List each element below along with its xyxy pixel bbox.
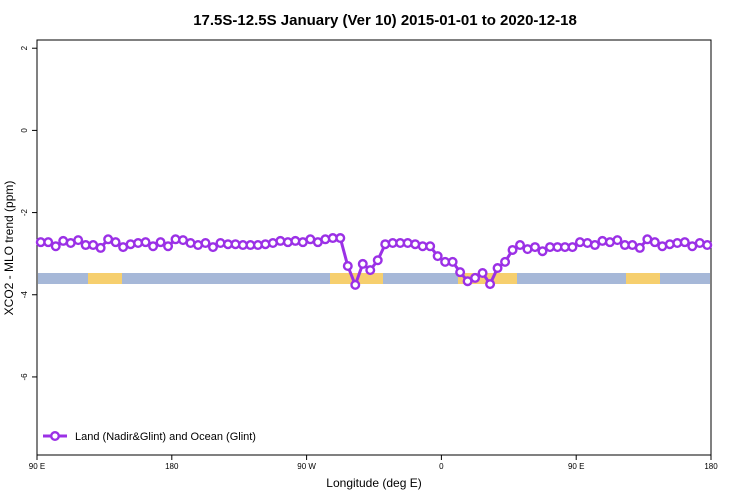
land-patch [88, 273, 122, 284]
data-point [612, 235, 623, 246]
data-point [485, 279, 496, 290]
data-point [372, 255, 383, 266]
data-point [507, 244, 518, 255]
data-point [50, 241, 61, 252]
data-point [342, 260, 353, 271]
x-tick-label: 180 [704, 462, 718, 471]
x-tick-label: 180 [165, 462, 179, 471]
data-point [43, 237, 54, 248]
chart-title: 17.5S-12.5S January (Ver 10) 2015-01-01 … [193, 12, 577, 29]
y-axis-label: XCO2 - MLO trend (ppm) [2, 181, 16, 316]
data-point [365, 265, 376, 276]
x-axis-label: Longitude (deg E) [326, 476, 421, 490]
data-point [425, 241, 436, 252]
x-tick-label: 90 E [568, 462, 584, 471]
data-point [357, 258, 368, 269]
data-point [110, 237, 121, 248]
data-point [589, 240, 600, 251]
surface-strip [38, 273, 710, 284]
data-point [492, 263, 503, 274]
data-point [350, 279, 361, 290]
y-tick-label: 2 [20, 45, 29, 50]
data-point [702, 240, 713, 251]
legend-label: Land (Nadir&Glint) and Ocean (Glint) [75, 431, 256, 443]
data-point [200, 237, 211, 248]
x-tick-label: 0 [439, 462, 444, 471]
data-point [679, 237, 690, 248]
data-point [530, 242, 541, 253]
data-point [140, 237, 151, 248]
data-point [163, 241, 174, 252]
data-point [335, 233, 346, 244]
data-point [477, 267, 488, 278]
x-tick-label: 90 W [297, 462, 316, 471]
data-point [500, 256, 511, 267]
data-point [455, 267, 466, 278]
data-point [73, 235, 84, 246]
data-point [567, 242, 578, 253]
land-patch [626, 273, 660, 284]
data-point [148, 241, 159, 252]
legend-marker [50, 431, 61, 442]
data-point [634, 242, 645, 253]
data-point [207, 242, 218, 253]
data-point [432, 251, 443, 262]
y-tick-label: -6 [20, 373, 29, 381]
data-point [649, 237, 660, 248]
data-point [447, 256, 458, 267]
y-tick-label: -2 [20, 208, 29, 216]
data-point [537, 246, 548, 257]
y-tick-label: 0 [20, 128, 29, 133]
data-point [515, 240, 526, 251]
data-point [470, 272, 481, 283]
data-point [95, 242, 106, 253]
data-point [155, 237, 166, 248]
y-tick-label: -4 [20, 291, 29, 299]
x-tick-label: 90 E [29, 462, 45, 471]
